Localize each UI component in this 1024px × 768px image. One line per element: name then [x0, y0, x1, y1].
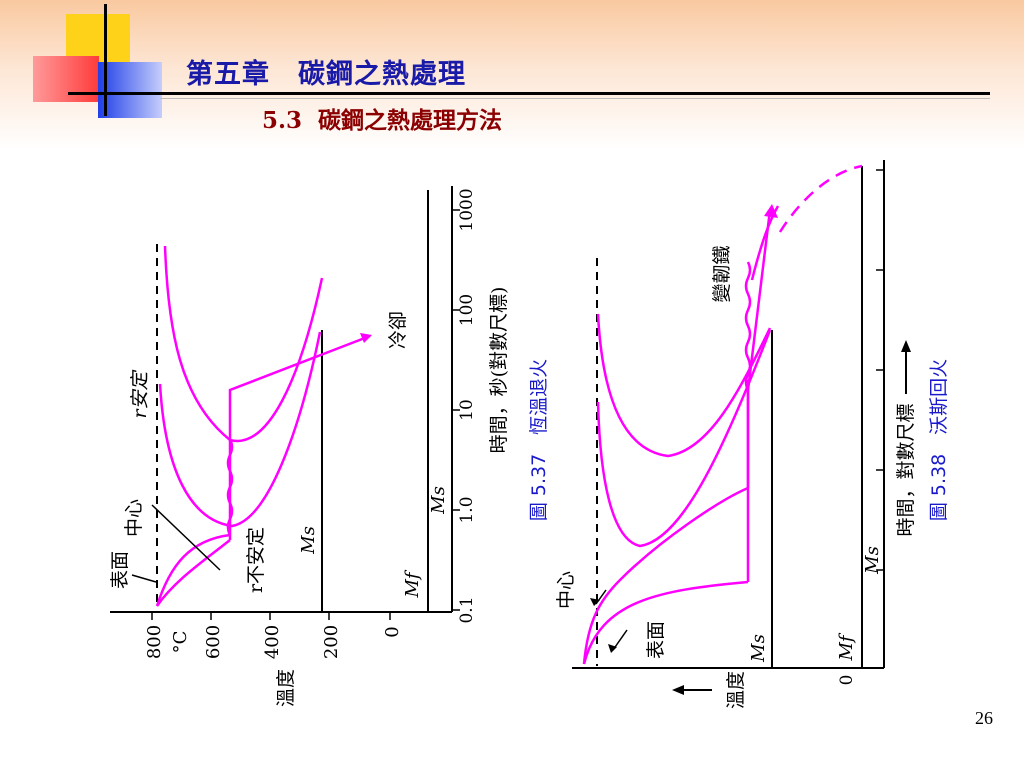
slide-subtitle: 5.3 碳鋼之熱處理方法 [262, 107, 503, 134]
left-temp-tick-400: 400 [262, 625, 283, 659]
right-caption: 圖 5.38 沃斯回火 [928, 359, 950, 521]
left-temp-tick-600: 600 [203, 625, 224, 659]
decor-blue-square [98, 62, 162, 118]
left-time-tick-0.1: 0.1 [457, 596, 477, 623]
right-time-arrowhead [901, 340, 911, 352]
left-temp-tick-800: 800 [144, 625, 165, 659]
right-surface-label: 表面 [645, 621, 667, 659]
right-ms-label: Ms [748, 634, 769, 663]
right-arrowhead [764, 204, 778, 218]
right-bainite-label: 變韌鐵 [711, 245, 733, 302]
right-zero-label: 0 [837, 675, 857, 686]
right-isothermal-path-a [746, 209, 772, 582]
left-gamma-unstable-label: r不安定 [245, 527, 267, 593]
left-time-axis-label: 時間，秒(對數尺標) [488, 287, 510, 454]
left-surface-pointer [131, 574, 157, 583]
left-wavy-segment [226, 438, 234, 536]
right-bainite-path [750, 205, 780, 281]
right-center-pointer-head [590, 598, 600, 606]
left-temp-tick-labels: 800 600 400 200 0 [144, 625, 403, 659]
left-time-tick-labels: 0.1 1.0 10 100 1000 [457, 188, 477, 623]
right-dashed-extension [778, 164, 863, 233]
left-time-tick-1000: 1000 [457, 188, 477, 231]
left-temp-tick-0: 0 [382, 626, 403, 637]
left-quench-label: 冷卻 [387, 311, 409, 349]
left-ttt-start-curve [163, 245, 324, 443]
left-gamma-stable-label: r安定 [129, 369, 151, 418]
left-cooling-surface-curve [155, 533, 231, 607]
right-cooling-surface-curve [582, 580, 749, 665]
left-time-tick-10: 10 [457, 399, 477, 421]
left-center-label: 中心 [123, 499, 145, 537]
left-ms-label: Ms [298, 526, 319, 555]
left-time-tick-100: 100 [457, 294, 477, 326]
left-temp-unit: °C [170, 631, 191, 654]
right-ms-lower-label: Ms [862, 546, 883, 575]
diagram-right: 溫度 0 時間，對數尺標 圖 5.38 沃斯回火 變韌鐵 中心 表面 Ms Mf… [555, 160, 950, 709]
left-curves [155, 245, 371, 607]
left-temp-ticks [151, 612, 391, 620]
left-ttt-finish-curve [158, 331, 322, 528]
left-center-pointer [151, 504, 221, 571]
decor-horizontal-thin-line [160, 98, 990, 99]
right-wavy-segment [744, 261, 752, 391]
diagram-left: 800 600 400 200 0 °C 溫度 0.1 1.0 10 100 1… [109, 186, 550, 707]
left-mf-label: Mf [402, 569, 423, 598]
right-time-axis-label: 時間，對數尺標 [895, 403, 917, 536]
right-surface-pointer-head [608, 644, 617, 653]
left-time-tick-1.0: 1.0 [457, 496, 477, 523]
right-ttt-finish-curve [596, 329, 772, 548]
right-ttt-start-curve [596, 313, 772, 458]
left-cooling-center-curve [155, 539, 231, 607]
right-time-ticks [876, 169, 884, 571]
left-temp-axis-label: 溫度 [275, 669, 297, 707]
header-background [0, 0, 1024, 150]
left-temp-tick-200: 200 [321, 625, 342, 659]
right-temp-arrowhead [672, 685, 684, 695]
decor-vertical-line [104, 4, 107, 116]
right-mf-label: Mf [836, 632, 857, 661]
left-surface-label: 表面 [109, 551, 131, 589]
left-ms-lower-label: Ms [428, 486, 449, 515]
right-cooling-center-curve [582, 486, 749, 665]
right-center-label: 中心 [555, 571, 577, 609]
left-time-ticks [452, 209, 460, 611]
left-quench-arrowhead [360, 333, 372, 343]
right-curves [582, 164, 863, 665]
slide-title: 第五章 碳鋼之熱處理 [186, 59, 466, 90]
right-temp-axis-label: 溫度 [725, 671, 747, 709]
decor-horizontal-line [68, 92, 990, 95]
left-caption: 圖 5.37 恆溫退火 [528, 359, 550, 521]
page-number: 26 [975, 708, 993, 728]
